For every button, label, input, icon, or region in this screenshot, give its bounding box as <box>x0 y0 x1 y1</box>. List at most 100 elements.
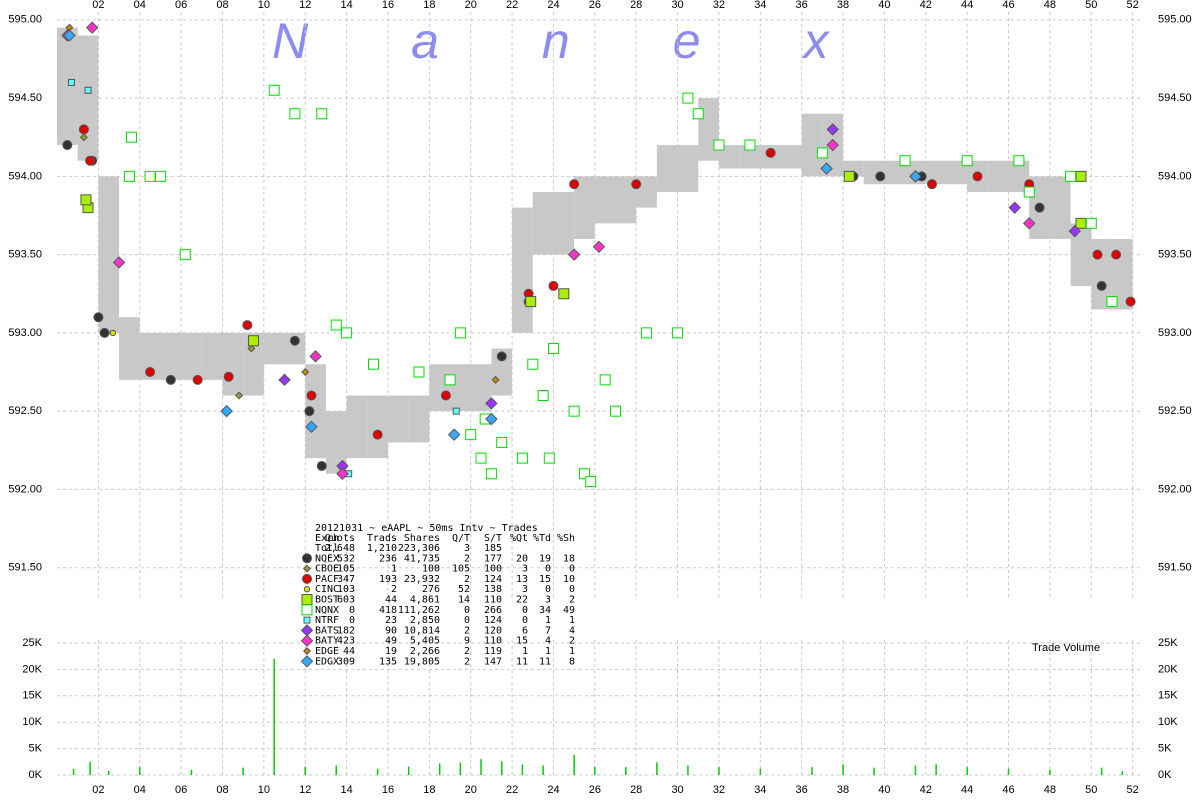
table-cell: Q/T <box>452 533 470 544</box>
y-tick-label: 25K <box>22 637 42 649</box>
table-cell: %Qt <box>510 533 528 544</box>
trade-marker <box>1068 224 1081 238</box>
trade-marker <box>1023 217 1036 230</box>
table-cell: 5,405 <box>410 636 440 647</box>
row-label: BATS <box>315 625 339 636</box>
trade-marker <box>485 397 498 410</box>
table-cell: 49 <box>385 636 397 647</box>
table-cell: 9 <box>464 636 470 647</box>
volume-bar <box>304 767 306 775</box>
nbbo-range <box>77 35 99 161</box>
trade-marker <box>306 390 317 401</box>
table-cell: 11 <box>516 656 528 667</box>
trade-marker <box>568 405 580 417</box>
table-cell: 18 <box>563 553 575 564</box>
trade-marker <box>843 170 855 182</box>
volume-bar <box>656 762 658 775</box>
table-cell: 532 <box>337 553 355 564</box>
table-cell: 2 <box>464 574 470 585</box>
table-cell: 2 <box>569 595 575 606</box>
trade-marker <box>125 131 137 143</box>
trade-marker <box>485 468 497 480</box>
row-label: EDGE <box>315 646 339 657</box>
trade-marker <box>610 405 622 417</box>
volume-bar <box>138 767 141 775</box>
x-tick-label: 22 <box>506 784 518 796</box>
table-cell: 8 <box>569 656 575 667</box>
nbbo-range <box>739 145 761 169</box>
table-cell: 0 <box>464 605 470 616</box>
y-tick-label: 0K <box>1158 769 1172 781</box>
trade-marker <box>305 420 318 434</box>
nbbo-range <box>408 395 430 443</box>
table-cell: 90 <box>385 625 397 636</box>
y-tick-label: 15K <box>22 690 42 702</box>
table-cell: 236 <box>379 553 397 564</box>
nbbo-range <box>946 160 968 185</box>
nbbo-range <box>139 332 161 380</box>
y-tick-label: 591.50 <box>1158 562 1192 574</box>
x-tick-label: 06 <box>175 0 187 11</box>
table-cell: 2,266 <box>410 646 440 657</box>
table-cell: 110 <box>484 636 502 647</box>
volume-bar <box>273 658 275 775</box>
trade-marker <box>592 240 606 254</box>
nbbo-range <box>532 192 554 255</box>
y-tick-label: 20K <box>1158 663 1178 675</box>
y-tick-label: 595.00 <box>1158 14 1192 26</box>
nbbo-range <box>181 332 202 380</box>
volume-bar <box>687 765 689 775</box>
x-tick-label: 18 <box>423 0 435 11</box>
trade-marker <box>223 371 234 382</box>
volume-bar <box>718 767 720 775</box>
trade-marker <box>961 155 973 167</box>
table-cell: S/T <box>484 533 502 544</box>
table-cell: 0 <box>545 564 551 575</box>
trade-marker <box>909 170 922 183</box>
volume-bar <box>500 761 503 775</box>
table-cell: 0 <box>464 615 470 626</box>
table-cell: 105 <box>337 564 355 575</box>
nbbo-range <box>470 364 492 412</box>
volume-bar <box>1007 768 1010 775</box>
table-cell: 14 <box>458 595 470 606</box>
trade-marker <box>1085 217 1097 229</box>
x-tick-label: 32 <box>713 784 725 796</box>
trade-marker <box>972 171 983 182</box>
trade-marker <box>289 335 300 346</box>
x-tick-label: 48 <box>1044 784 1056 796</box>
legend-marker <box>303 586 311 593</box>
row-label: BATY <box>315 636 339 647</box>
table-cell: 100 <box>422 564 440 575</box>
trade-marker <box>440 390 451 401</box>
table-cell: 1 <box>522 646 528 657</box>
nbbo-range <box>615 176 637 224</box>
table-cell: 111,262 <box>398 605 440 616</box>
trade-marker <box>744 139 756 151</box>
trade-marker <box>569 179 580 190</box>
trade-marker <box>63 29 76 42</box>
table-cell: 147 <box>484 656 502 667</box>
y-tick-label: 593.00 <box>8 327 42 339</box>
table-cell: 15 <box>516 636 528 647</box>
table-cell: 7 <box>545 625 551 636</box>
x-tick-label: 08 <box>216 0 228 11</box>
table-cell: 418 <box>379 605 397 616</box>
legend-marker <box>300 624 314 637</box>
x-tick-label: 36 <box>796 0 808 11</box>
trade-marker <box>820 162 833 175</box>
row-label: NQNX <box>315 605 339 616</box>
x-tick-label: 26 <box>589 784 601 796</box>
table-cell: 2 <box>464 625 470 636</box>
trade-marker <box>309 350 322 363</box>
x-tick-label: 08 <box>216 784 228 796</box>
x-tick-label: 02 <box>92 0 104 11</box>
trade-marker <box>927 179 938 190</box>
table-cell: 1 <box>569 646 575 657</box>
table-cell: 1 <box>569 615 575 626</box>
volume-bar <box>107 770 110 775</box>
table-cell: 185 <box>484 543 502 554</box>
x-tick-label: 38 <box>837 784 849 796</box>
volume-bar <box>407 766 410 775</box>
table-cell: 6 <box>522 625 528 636</box>
